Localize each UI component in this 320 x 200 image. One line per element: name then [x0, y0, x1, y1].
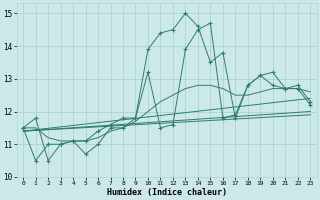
X-axis label: Humidex (Indice chaleur): Humidex (Indice chaleur) [107, 188, 227, 197]
